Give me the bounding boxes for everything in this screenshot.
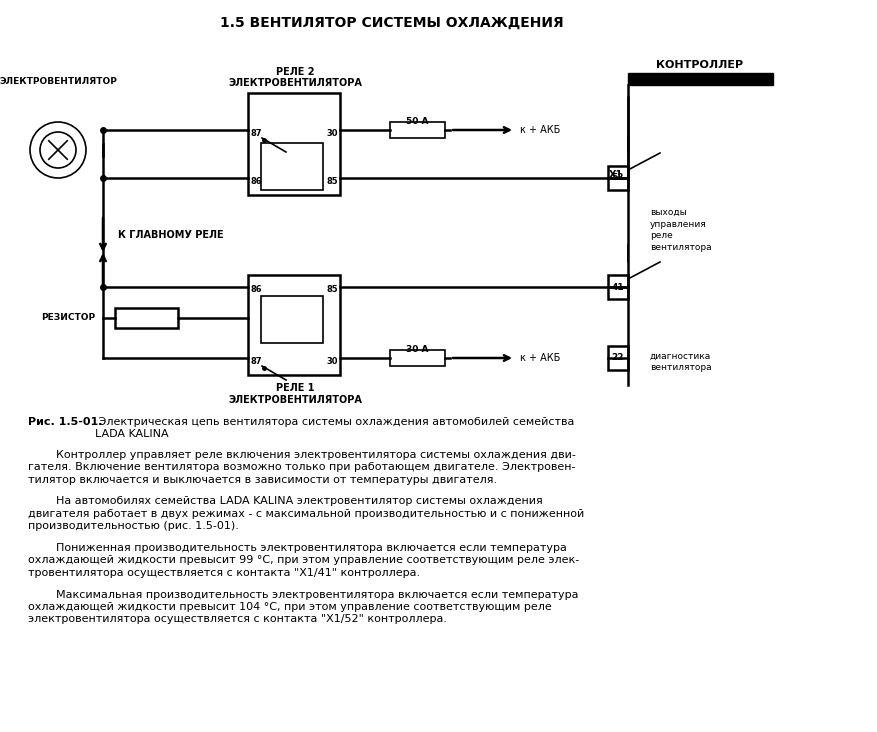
Text: диагностика
вентилятора: диагностика вентилятора (650, 351, 711, 373)
Text: Максимальная производительность электровентилятора включается если температура
о: Максимальная производительность электров… (28, 589, 579, 624)
Text: К ГЛАВНОМУ РЕЛЕ: К ГЛАВНОМУ РЕЛЕ (118, 230, 224, 240)
Text: РЕЛЕ 2: РЕЛЕ 2 (275, 67, 314, 77)
Text: 87: 87 (250, 129, 261, 138)
Text: 87: 87 (250, 356, 261, 365)
Text: КОНТРОЛЛЕР: КОНТРОЛЛЕР (657, 60, 744, 70)
Text: ЭЛЕКТРОВЕНТИЛЯТОРА: ЭЛЕКТРОВЕНТИЛЯТОРА (228, 395, 362, 405)
Text: X1: X1 (609, 170, 623, 180)
Bar (115, 308, 178, 328)
Bar (608, 346, 628, 370)
Bar (390, 122, 445, 138)
Bar (261, 143, 323, 190)
Text: 85: 85 (326, 176, 338, 185)
Bar (390, 350, 445, 366)
Bar (608, 166, 628, 190)
Text: Рис. 1.5-01.: Рис. 1.5-01. (28, 417, 103, 427)
Text: выходы
управления
реле
вентилятора: выходы управления реле вентилятора (650, 208, 711, 253)
Bar (248, 93, 340, 195)
Text: РЕЗИСТОР: РЕЗИСТОР (41, 313, 95, 323)
Text: к + АКБ: к + АКБ (520, 353, 560, 363)
Text: 22: 22 (612, 354, 624, 362)
Text: ЭЛЕКТРОВЕНТИЛЯТОР: ЭЛЕКТРОВЕНТИЛЯТОР (0, 78, 117, 86)
Text: 50 А: 50 А (406, 118, 429, 127)
Text: На автомобилях семейства LADA KALINA электровентилятор системы охлаждения
двигат: На автомобилях семейства LADA KALINA эле… (28, 496, 584, 531)
Text: 86: 86 (250, 285, 262, 294)
Text: 85: 85 (326, 285, 338, 294)
Text: 52: 52 (612, 173, 624, 182)
Text: 1.5 ВЕНТИЛЯТОР СИСТЕМЫ ОХЛАЖДЕНИЯ: 1.5 ВЕНТИЛЯТОР СИСТЕМЫ ОХЛАЖДЕНИЯ (220, 16, 564, 30)
Text: Электрическая цепь вентилятора системы охлаждения автомобилей семейства
LADA KAL: Электрическая цепь вентилятора системы о… (95, 417, 574, 439)
Bar (248, 275, 340, 375)
Text: Контроллер управляет реле включения электровентилятора системы охлаждения дви-
г: Контроллер управляет реле включения элек… (28, 450, 576, 485)
Bar (261, 296, 323, 343)
Text: к + АКБ: к + АКБ (520, 125, 560, 135)
Text: ЭЛЕКТРОВЕНТИЛЯТОРА: ЭЛЕКТРОВЕНТИЛЯТОРА (228, 78, 362, 88)
Text: 41: 41 (611, 283, 624, 291)
Text: 30 А: 30 А (406, 346, 429, 354)
Text: 30: 30 (326, 129, 338, 138)
Text: Пониженная производительность электровентилятора включается если температура
охл: Пониженная производительность электровен… (28, 543, 579, 578)
Text: РЕЛЕ 1: РЕЛЕ 1 (275, 383, 314, 393)
Text: 30: 30 (326, 356, 338, 365)
Bar (628, 73, 773, 85)
Bar (608, 275, 628, 299)
Text: 86: 86 (250, 176, 262, 185)
